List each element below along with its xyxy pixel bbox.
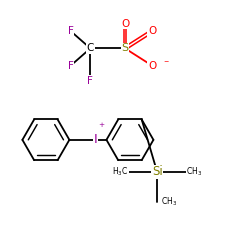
Text: O: O <box>121 19 129 29</box>
Text: S: S <box>122 43 128 53</box>
Text: $^+$: $^+$ <box>97 122 106 132</box>
Text: CH$_3$: CH$_3$ <box>186 166 202 178</box>
Text: Si: Si <box>152 166 162 178</box>
Text: F: F <box>68 61 73 71</box>
Text: H$_3$C: H$_3$C <box>112 166 128 178</box>
Text: O: O <box>148 61 156 71</box>
Text: $^-$: $^-$ <box>162 58 170 66</box>
Text: F: F <box>68 26 73 36</box>
Text: O: O <box>148 26 156 36</box>
Text: C: C <box>87 43 94 53</box>
Text: I: I <box>94 133 97 146</box>
Text: CH$_3$: CH$_3$ <box>161 196 177 208</box>
Text: F: F <box>88 76 93 86</box>
